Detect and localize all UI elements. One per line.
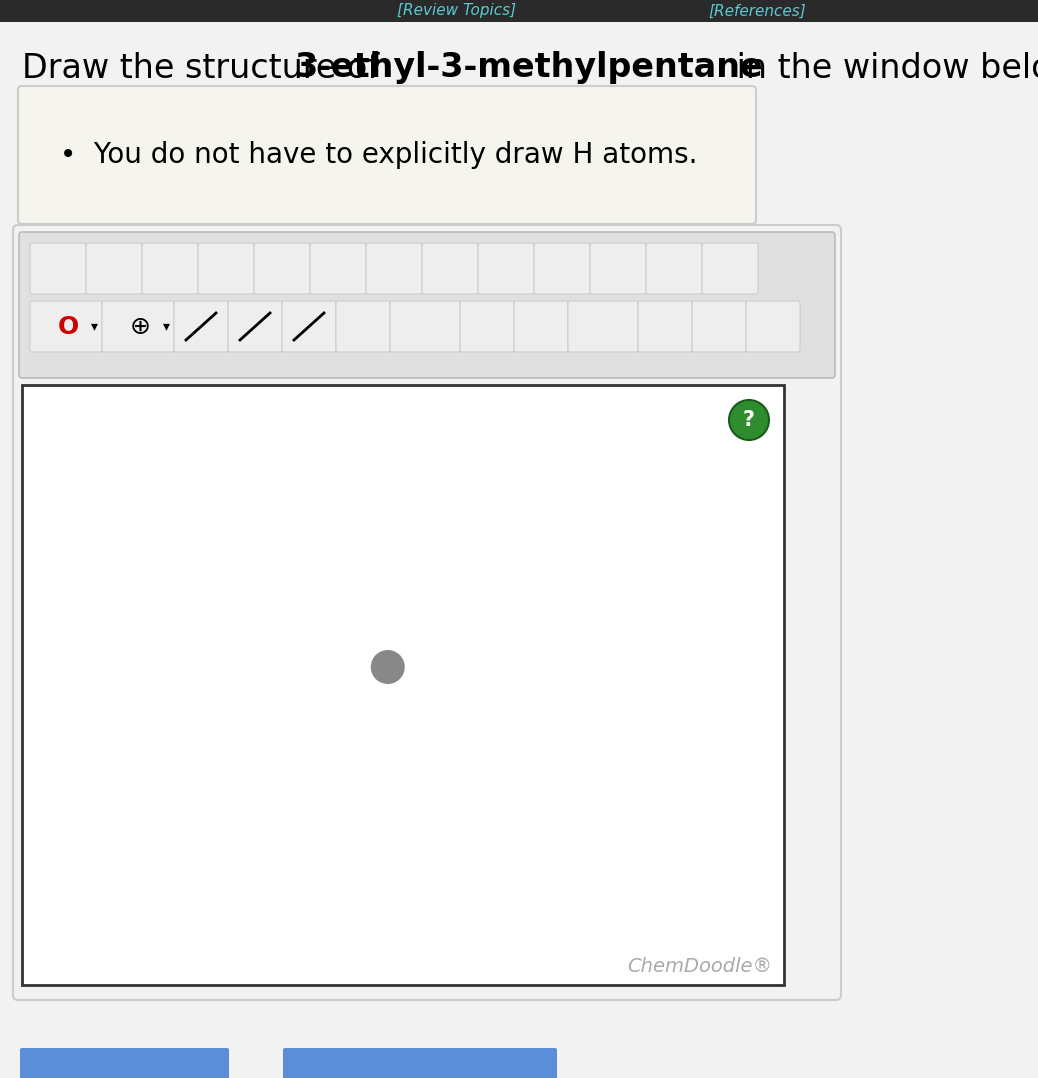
FancyBboxPatch shape [282, 301, 336, 353]
FancyBboxPatch shape [30, 243, 86, 294]
Circle shape [371, 650, 405, 685]
Text: •  You do not have to explicitly draw H atoms.: • You do not have to explicitly draw H a… [60, 141, 698, 169]
FancyBboxPatch shape [20, 1048, 229, 1078]
FancyBboxPatch shape [568, 301, 638, 353]
FancyBboxPatch shape [479, 243, 534, 294]
Text: ▾: ▾ [90, 319, 98, 333]
FancyBboxPatch shape [460, 301, 514, 353]
Text: O: O [57, 315, 79, 338]
FancyBboxPatch shape [702, 243, 758, 294]
Text: ⊕: ⊕ [130, 315, 151, 338]
Text: Draw the structure of: Draw the structure of [22, 52, 389, 84]
FancyBboxPatch shape [366, 243, 422, 294]
FancyBboxPatch shape [19, 232, 835, 378]
FancyBboxPatch shape [692, 301, 746, 353]
Text: ▾: ▾ [163, 319, 169, 333]
Bar [22, 385, 784, 985]
FancyBboxPatch shape [86, 243, 142, 294]
FancyBboxPatch shape [18, 86, 756, 224]
FancyBboxPatch shape [283, 1048, 557, 1078]
FancyBboxPatch shape [174, 301, 228, 353]
FancyBboxPatch shape [646, 243, 702, 294]
FancyBboxPatch shape [390, 301, 460, 353]
Circle shape [729, 400, 769, 440]
Text: [Review Topics]: [Review Topics] [398, 3, 516, 18]
Text: [References]: [References] [709, 3, 807, 18]
FancyBboxPatch shape [638, 301, 692, 353]
FancyBboxPatch shape [102, 301, 174, 353]
FancyBboxPatch shape [254, 243, 310, 294]
Text: 3-ethyl-3-methylpentane: 3-ethyl-3-methylpentane [295, 52, 764, 84]
FancyBboxPatch shape [422, 243, 479, 294]
FancyBboxPatch shape [30, 301, 102, 353]
FancyBboxPatch shape [336, 301, 390, 353]
FancyBboxPatch shape [590, 243, 646, 294]
Text: ChemDoodle®: ChemDoodle® [627, 957, 772, 977]
FancyBboxPatch shape [746, 301, 800, 353]
FancyBboxPatch shape [228, 301, 282, 353]
FancyBboxPatch shape [534, 243, 590, 294]
Text: in the window below.: in the window below. [726, 52, 1038, 84]
Bar [0, 0, 1038, 22]
FancyBboxPatch shape [310, 243, 366, 294]
FancyBboxPatch shape [198, 243, 254, 294]
FancyBboxPatch shape [514, 301, 568, 353]
Text: ?: ? [743, 410, 755, 430]
FancyBboxPatch shape [142, 243, 198, 294]
